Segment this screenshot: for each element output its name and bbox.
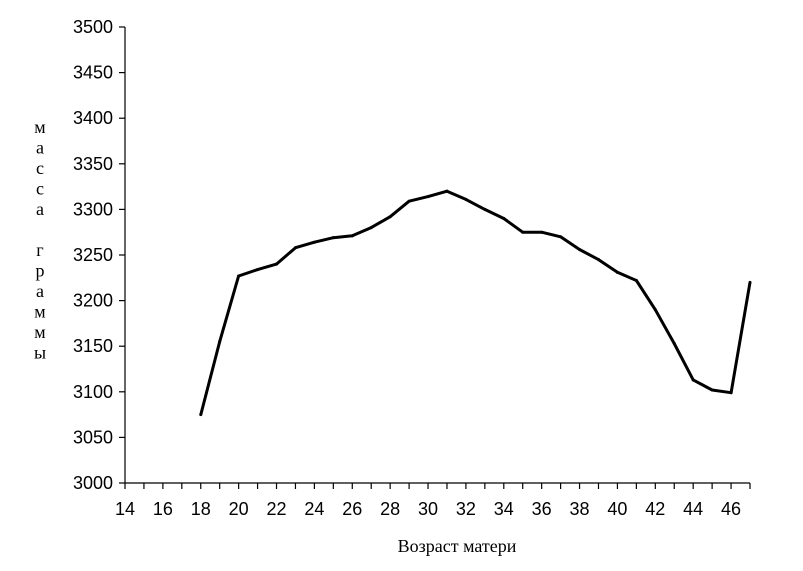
x-tick-label: 20 (229, 499, 249, 519)
y-tick-label: 3400 (73, 108, 113, 128)
series-layer (199, 189, 752, 417)
x-tick-label: 34 (494, 499, 514, 519)
data-point (502, 217, 506, 221)
x-tick-label: 18 (191, 499, 211, 519)
x-tick-label: 46 (721, 499, 741, 519)
y-tick-label: 3100 (73, 382, 113, 402)
y-tick-label: 3450 (73, 63, 113, 83)
data-point (369, 226, 373, 230)
y-tick-label: 3250 (73, 245, 113, 265)
y-axis-title-char: с (36, 179, 44, 199)
y-axis-title-char: м (34, 322, 45, 342)
series-line-0 (199, 189, 752, 415)
x-tick-label: 28 (380, 499, 400, 519)
data-point (578, 248, 582, 252)
data-point (729, 391, 733, 395)
x-tick-label: 16 (153, 499, 173, 519)
x-tick-label: 44 (683, 499, 703, 519)
y-axis-title-char: м (34, 302, 45, 322)
y-axis-title-char: а (36, 281, 44, 301)
data-point (464, 197, 468, 201)
data-point (483, 207, 487, 211)
data-point (218, 340, 222, 344)
data-point (540, 230, 544, 234)
data-point (748, 280, 752, 284)
y-axis-title-char: г (36, 240, 43, 260)
x-tick-label: 36 (532, 499, 552, 519)
data-point (653, 308, 657, 312)
x-tick-label: 14 (115, 499, 135, 519)
y-tick-label: 3300 (73, 199, 113, 219)
data-point (237, 274, 241, 278)
data-point (710, 388, 714, 392)
data-point (559, 235, 563, 239)
y-axis: 3000 3050 3100 3150 3200 3250 3300 3350 3400 3450… (73, 17, 126, 493)
y-axis-title-char: р (36, 261, 45, 281)
data-point (275, 262, 279, 266)
x-tick-label: 42 (645, 499, 665, 519)
x-axis: 14 16 18 20 22 24 26 28 30 32 34 36 38 40 42 44 46 (115, 482, 751, 519)
data-point (312, 240, 316, 244)
data-point (615, 270, 619, 274)
y-tick-label: 3050 (73, 427, 113, 447)
data-point (596, 258, 600, 262)
data-point (388, 215, 392, 219)
data-point (672, 341, 676, 345)
data-point (331, 236, 335, 240)
data-point (521, 230, 525, 234)
data-point (256, 268, 260, 272)
y-tick-label: 3000 (73, 473, 113, 493)
y-tick-label: 3350 (73, 154, 113, 174)
y-axis-title-char: с (36, 158, 44, 178)
y-tick-label: 3200 (73, 291, 113, 311)
x-tick-label: 30 (418, 499, 438, 519)
x-tick-label: 22 (266, 499, 286, 519)
data-point (426, 195, 430, 199)
data-point (293, 246, 297, 250)
x-tick-label: 24 (304, 499, 324, 519)
data-point (691, 378, 695, 382)
x-tick-label: 32 (456, 499, 476, 519)
y-axis-title-char: а (36, 138, 44, 158)
x-tick-label: 26 (342, 499, 362, 519)
y-tick-label: 3500 (73, 17, 113, 37)
x-tick-label: 38 (570, 499, 590, 519)
y-axis-title-char: м (34, 117, 45, 137)
y-axis-title-char: ы (34, 343, 46, 363)
y-axis-title-char: а (36, 199, 44, 219)
x-axis-title: Возраст матери (398, 536, 517, 556)
x-tick-label: 40 (607, 499, 627, 519)
data-point (634, 279, 638, 283)
data-point (445, 189, 449, 193)
data-point (350, 234, 354, 238)
data-point (199, 413, 203, 417)
data-point (407, 199, 411, 203)
y-tick-label: 3150 (73, 336, 113, 356)
